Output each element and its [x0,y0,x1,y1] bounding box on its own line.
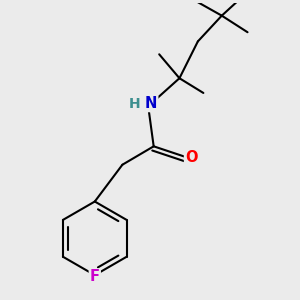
Text: F: F [90,269,100,284]
Text: O: O [185,150,197,165]
Text: H: H [128,97,140,111]
Text: N: N [145,96,157,111]
